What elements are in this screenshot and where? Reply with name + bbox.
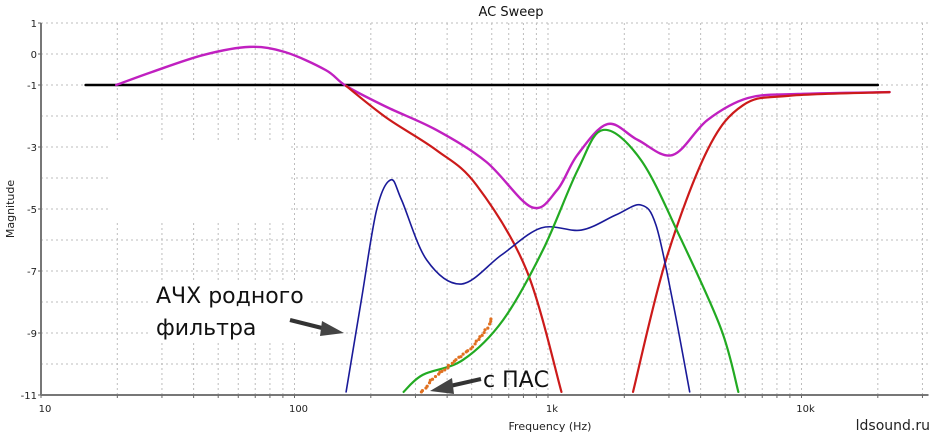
y-tick-label: -7 [27,267,37,278]
series-point [431,378,434,381]
series-point [454,358,457,361]
series-point [489,317,492,320]
series-point [443,368,446,371]
series-point [481,334,484,337]
y-tick-label: -11 [21,391,37,402]
y-tick-label: -9 [27,329,37,340]
y-tick-label: -5 [27,205,37,216]
annotation-native-filter-line2: фильтра [156,316,256,341]
x-tick-label: 10 [39,404,52,415]
series-point [459,355,462,358]
series-woofer-lowpass [346,86,561,392]
x-axis-label: Frequency (Hz) [509,420,592,433]
series-point [483,331,486,334]
series-midrange-bandpass [404,130,739,392]
series-point [483,328,486,331]
annotation-backgrounds [108,140,310,342]
series-with-passive-crossover [420,317,493,393]
series-point [434,375,437,378]
chart-title: AC Sweep [478,5,543,20]
x-tick-label: 10k [796,404,815,415]
y-axis-label: Magnitude [4,180,17,239]
series-point [486,326,489,329]
series-point [462,353,465,356]
watermark: ldsound.ru [856,418,930,434]
series-point [473,342,476,345]
series-point [475,340,478,343]
ac-sweep-chart: 10 100 1k 10k10-1-3-5-7-9-11 AC Sweep Frequ… [0,0,937,437]
y-tick-label: 0 [31,50,37,61]
series-point [426,385,429,388]
x-tick-label: 100 [289,404,308,415]
x-tick-label: 1k [546,404,558,415]
series-point [421,389,424,392]
y-tick-label: -3 [27,143,37,154]
series-tweeter-highpass [633,92,890,392]
annotation-native-filter-line1: АЧХ родного [156,284,304,309]
annotation-arrow-passive-crossover [430,378,481,394]
series-point [471,345,474,348]
y-tick-label: -1 [27,81,37,92]
series-point [466,349,469,352]
y-tick-label: 1 [31,19,37,30]
series-point [440,370,443,373]
annotation-background [108,140,288,220]
series-point [447,364,450,367]
series-native-filter-response [346,180,690,392]
annotation-passive-crossover: с ПАС [483,368,549,393]
